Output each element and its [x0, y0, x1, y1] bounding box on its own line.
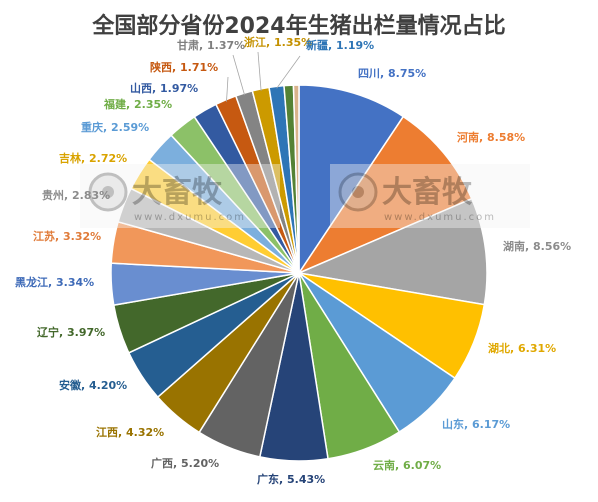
data-label: 安徽, 4.20%	[59, 378, 127, 392]
data-label: 吉林, 2.72%	[59, 151, 127, 165]
watermark-layer: 大畜牧 www.dxumu.com 大畜牧 www.dxumu.com	[80, 164, 530, 228]
data-label: 甘肃, 1.37%	[177, 38, 245, 52]
data-label: 河南, 8.58%	[457, 130, 525, 144]
data-label: 湖北, 6.31%	[488, 341, 556, 355]
chart-title: 全国部分省份2024年生猪出栏量情况占比	[92, 14, 506, 39]
data-label: 新疆, 1.19%	[306, 38, 374, 52]
svg-text:大畜牧: 大畜牧	[382, 175, 473, 210]
data-label: 山西, 1.97%	[130, 81, 198, 95]
data-label: 广东, 5.43%	[257, 472, 325, 486]
data-label: 辽宁, 3.97%	[37, 325, 105, 339]
watermark-logo: 大畜牧 www.dxumu.com	[80, 164, 280, 228]
data-label: 江苏, 3.32%	[33, 229, 101, 243]
data-label: 广西, 5.20%	[151, 456, 219, 470]
svg-text:www.dxumu.com: www.dxumu.com	[384, 212, 496, 223]
data-label: 重庆, 2.59%	[81, 120, 149, 134]
leader-line	[276, 55, 301, 89]
leader-line	[226, 76, 229, 102]
data-label: 湖南, 8.56%	[503, 239, 571, 253]
svg-text:www.dxumu.com: www.dxumu.com	[134, 212, 246, 223]
watermark-logo: 大畜牧 www.dxumu.com	[330, 164, 530, 228]
svg-text:大畜牧: 大畜牧	[132, 175, 223, 210]
pie-slices	[110, 84, 488, 462]
data-label: 陕西, 1.71%	[150, 60, 218, 74]
data-label: 四川, 8.75%	[358, 67, 426, 80]
data-label: 贵州, 2.83%	[42, 188, 110, 202]
data-label: 云南, 6.07%	[373, 458, 441, 472]
data-labels: 四川, 8.75% 河南, 8.58% 湖南, 8.56% 湖北, 6.31% 山东, …	[15, 35, 571, 486]
data-label: 浙江, 1.35%	[244, 35, 312, 49]
pie-slice-unlabeled-23	[292, 84, 300, 274]
data-label: 江西, 4.32%	[96, 425, 164, 439]
leader-lines	[226, 51, 301, 102]
data-label: 山东, 6.17%	[442, 417, 510, 431]
pie-slice-1	[296, 115, 473, 275]
leader-line	[232, 54, 245, 96]
data-label: 黑龙江, 3.34%	[15, 275, 94, 289]
data-label: 福建, 2.35%	[103, 97, 172, 111]
leader-line	[257, 51, 262, 91]
pie-slice-2	[296, 197, 488, 306]
